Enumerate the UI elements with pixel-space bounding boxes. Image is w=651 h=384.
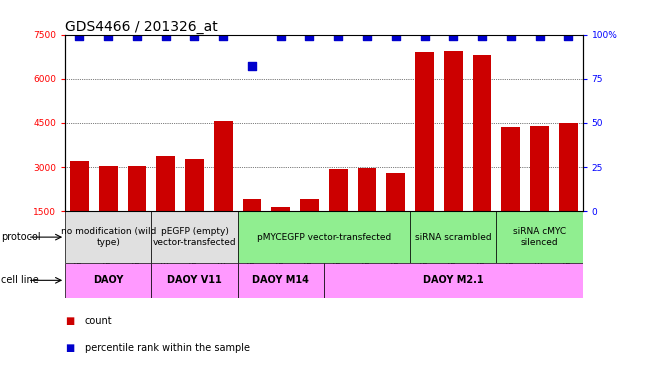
Point [448,33,458,40]
Point [391,33,401,40]
Bar [128,166,146,255]
Bar [357,168,376,255]
Bar [444,51,463,255]
Point [275,33,286,40]
Text: count: count [85,316,112,326]
Bar [65,211,151,263]
Bar [156,156,175,255]
Bar [238,211,410,263]
Bar [473,55,492,255]
Point [161,33,171,40]
Bar [99,166,118,255]
Point [506,33,516,40]
Text: protocol: protocol [1,232,41,242]
Point [132,33,142,40]
Text: DAOY M14: DAOY M14 [253,275,309,285]
Text: DAOY: DAOY [93,275,124,285]
Text: GDS4466 / 201326_at: GDS4466 / 201326_at [65,20,218,33]
Bar [387,173,405,255]
Bar [324,263,583,298]
Text: ■: ■ [65,316,74,326]
Point [103,33,113,40]
Text: pMYCEGFP vector-transfected: pMYCEGFP vector-transfected [256,233,391,242]
Text: DAOY V11: DAOY V11 [167,275,222,285]
Point [563,33,574,40]
Text: siRNA scrambled: siRNA scrambled [415,233,492,242]
Point [247,63,257,70]
Point [534,33,545,40]
Bar [65,263,151,298]
Bar [243,199,261,255]
Text: cell line: cell line [1,275,39,285]
Point [218,33,229,40]
Bar [501,127,520,255]
Text: siRNA cMYC
silenced: siRNA cMYC silenced [513,227,566,247]
Bar [410,211,496,263]
Bar [70,161,89,255]
Point [189,33,200,40]
Bar [530,126,549,255]
Point [333,33,344,40]
Bar [415,52,434,255]
Point [304,33,314,40]
Text: ■: ■ [65,343,74,353]
Text: no modification (wild
type): no modification (wild type) [61,227,156,247]
Bar [329,169,348,255]
Point [419,33,430,40]
Bar [214,121,232,255]
Bar [496,211,583,263]
Bar [151,211,238,263]
Bar [185,159,204,255]
Text: DAOY M2.1: DAOY M2.1 [423,275,484,285]
Bar [300,199,319,255]
Point [74,33,85,40]
Bar [271,207,290,255]
Bar [559,123,577,255]
Text: pEGFP (empty)
vector-transfected: pEGFP (empty) vector-transfected [153,227,236,247]
Point [477,33,487,40]
Point [362,33,372,40]
Text: percentile rank within the sample: percentile rank within the sample [85,343,249,353]
Bar [151,263,238,298]
Bar [238,263,324,298]
